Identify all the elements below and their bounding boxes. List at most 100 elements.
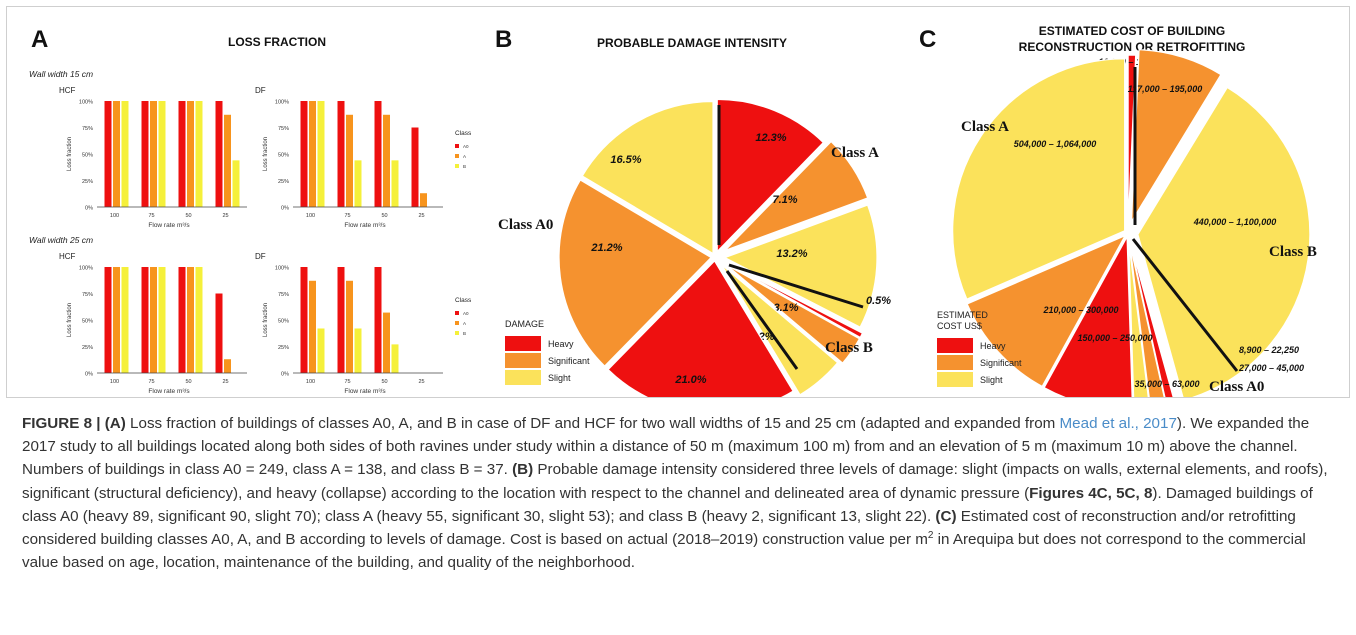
bar-chart-3: Wall width 25 cm HCF 0% 25% 50% 75% 100% Loss f… [29, 235, 247, 395]
legend-title: Class [455, 130, 472, 137]
y-axis-label: Loss fraction [263, 303, 269, 337]
bar-a [113, 267, 120, 373]
legend-swatch-slight [505, 370, 541, 385]
pie-slice-slight-class-a0 [1128, 242, 1149, 397]
bar-b [158, 101, 166, 207]
x-tick-label: 75 [344, 379, 350, 385]
bar-b [391, 160, 399, 207]
legend-label: B [463, 164, 466, 169]
panel-b-letter: B [495, 26, 512, 53]
pie-slice-heavy-class-a [716, 98, 825, 253]
pie-slice-label: 12.3% [755, 132, 786, 144]
legend-swatch-significant [937, 355, 973, 370]
pie-slice-label: 3.1% [773, 302, 798, 314]
x-tick-label: 75 [344, 213, 350, 219]
pie-slice-heavy-class-b [727, 263, 864, 339]
wall-width-label: Wall width 25 cm [29, 235, 93, 245]
bar-charts-group: Wall width 15 cm HCF 0% 25% 50% 75% 100% Loss f… [29, 69, 443, 395]
y-tick-label: 25% [278, 179, 289, 185]
bar-b [195, 267, 203, 373]
legend-label: B [463, 331, 466, 336]
pie-slice-label: 21.0% [674, 374, 706, 386]
bar-a [224, 114, 231, 207]
legend-swatch-slight [937, 372, 973, 387]
caption-figure-refs-link[interactable]: Figures 4C, 5C, 8 [1029, 484, 1153, 502]
x-tick-label: 25 [222, 379, 228, 385]
bar-a0 [337, 267, 345, 373]
legend-swatch-b [455, 331, 459, 335]
caption-c-text-2: in Arequipa but does not correspond to t… [22, 531, 1306, 572]
bar-b [354, 328, 362, 373]
caption-mead-citation-link[interactable]: Mead et al., 2017 [1059, 415, 1177, 432]
legend-swatch-b [455, 164, 459, 168]
x-tick-label: 25 [222, 213, 228, 219]
bar-a0 [411, 127, 419, 207]
legend-swatch-a0 [455, 311, 459, 315]
damage-intensity-pie: 12.3%7.1%13.2%0.5%3.1%5.2%21.0%21.2%16.5… [498, 98, 891, 397]
pie-slice-label: 440,000 – 1,100,000 [1193, 217, 1277, 227]
x-tick-label: 100 [306, 213, 315, 219]
caption-a-text-1: Loss fraction of buildings of classes A0… [125, 415, 1060, 432]
pie-slice-label: 10,000 – 18,000 [1098, 57, 1163, 67]
y-tick-label: 75% [82, 292, 93, 298]
y-tick-label: 75% [278, 292, 289, 298]
bar-a0 [104, 101, 112, 207]
bar-a [113, 101, 120, 207]
legend-label: A0 [463, 144, 469, 149]
caption-b-text-2: ). Damaged buildings of class A0 (heavy … [22, 484, 1313, 525]
bar-a0 [337, 101, 345, 207]
legend-label: Slight [548, 373, 571, 383]
pie-slice-label: 8,900 – 22,250 [1239, 345, 1299, 355]
bar-a [309, 101, 316, 207]
bar-b [158, 267, 166, 373]
pie-slice-label: 13.2% [776, 248, 807, 260]
figure-canvas: A LOSS FRACTION Wall width 15 cm HCF 0% 25%… [29, 24, 1317, 397]
panel-b-title: PROBABLE DAMAGE INTENSITY [597, 36, 787, 50]
legend-label: Significant [548, 356, 590, 366]
y-tick-label: 0% [281, 372, 289, 378]
pie-slice-heavy-class-a0 [1043, 234, 1133, 397]
x-tick-label: 25 [418, 213, 424, 219]
x-tick-label: 50 [185, 213, 191, 219]
y-tick-label: 50% [278, 153, 289, 159]
x-axis-label: Flow rate m³/s [148, 222, 190, 229]
y-tick-label: 75% [82, 126, 93, 132]
panel-a-letter: A [31, 26, 48, 53]
figure-caption: FIGURE 8 | (A) Loss fraction of building… [22, 412, 1336, 574]
x-tick-label: 75 [148, 213, 154, 219]
class-b-label: Class B [1269, 244, 1317, 260]
bar-chart-subtitle: HCF [59, 252, 76, 261]
pie-slice-label: 504,000 – 1,064,000 [1014, 139, 1097, 149]
pie-slice-significant-class-a0 [558, 179, 712, 367]
bar-a0 [374, 267, 382, 373]
class-a-label: Class A [961, 119, 1009, 135]
panel-a-title: LOSS FRACTION [228, 35, 326, 49]
x-tick-label: 75 [148, 379, 154, 385]
pie-slice-slight-class-b [1137, 86, 1311, 397]
class-a0-label: Class A0 [1209, 379, 1264, 395]
legend-swatch-a [455, 321, 459, 325]
y-tick-label: 25% [278, 345, 289, 351]
x-axis-label: Flow rate m³/s [344, 388, 386, 395]
legend-title: Class [455, 297, 472, 304]
panel-c-title-line2: RECONSTRUCTION OR RETROFITTING [1019, 40, 1246, 54]
bar-a0 [141, 101, 149, 207]
bar-a [187, 101, 194, 207]
panel-c-title-line1: ESTIMATED COST OF BUILDING [1039, 24, 1225, 38]
y-tick-label: 0% [85, 206, 93, 212]
caption-b-text-1: Probable damage intensity considered thr… [22, 461, 1328, 502]
y-tick-label: 100% [79, 100, 93, 106]
caption-b-tag: (B) [512, 461, 534, 479]
pie-slice-label: 0.5% [866, 295, 891, 307]
x-axis-label: Flow rate m³/s [148, 388, 190, 395]
bar-a0 [300, 267, 308, 373]
pie-slice-slight-class-a [952, 58, 1126, 300]
class-divider-line [1131, 238, 1239, 372]
y-axis-label: Loss fraction [67, 303, 73, 337]
pie-slice-significant-class-a0 [1129, 242, 1165, 397]
class-divider-line [728, 263, 864, 309]
y-axis-label: Loss fraction [263, 137, 269, 171]
pie-slice-heavy-class-a0 [1129, 242, 1174, 397]
bar-b [121, 267, 129, 373]
pie-slice-heavy-class-a0 [607, 259, 794, 397]
